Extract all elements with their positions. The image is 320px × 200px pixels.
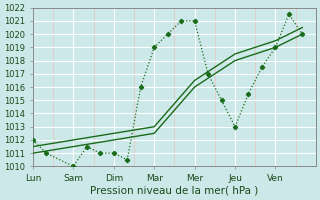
X-axis label: Pression niveau de la mer( hPa ): Pression niveau de la mer( hPa ) <box>90 186 259 196</box>
